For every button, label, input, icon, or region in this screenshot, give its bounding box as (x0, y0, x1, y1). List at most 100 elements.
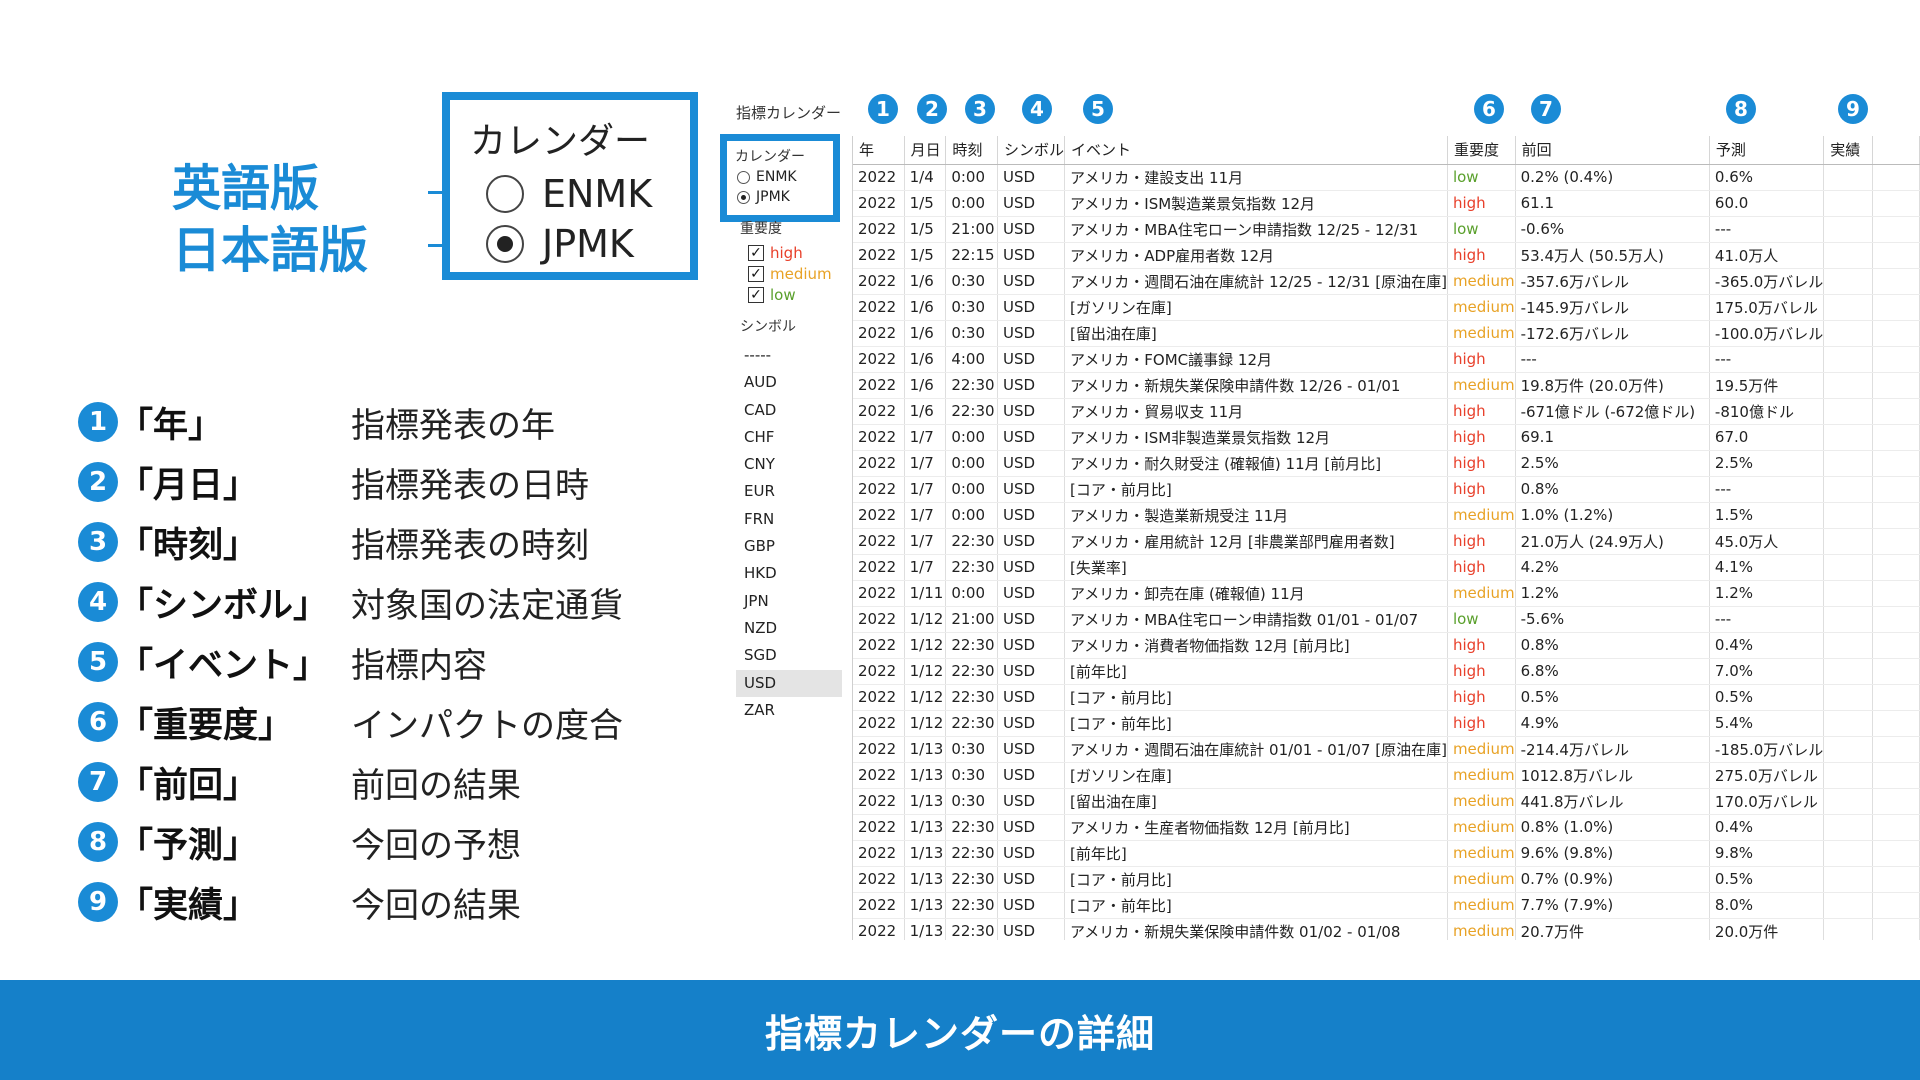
calendar-group-title: カレンダー (735, 149, 805, 165)
column-header[interactable]: 年 (853, 136, 905, 165)
table-row[interactable]: 2022 1/6 22:30 USD アメリカ・新規失業保険申請件数 12/26 - 0… (853, 372, 1920, 399)
table-cell: 22:30 (945, 528, 999, 555)
table-row[interactable]: 2022 1/13 0:30 USD [ガソリン在庫] medium 1012.8万バレル 2… (853, 762, 1920, 789)
table-row[interactable]: 2022 1/11 0:00 USD アメリカ・卸売在庫 (確報値) 11月 medium… (853, 580, 1920, 607)
table-cell: USD (997, 710, 1066, 737)
table-cell: アメリカ・新規失業保険申請件数 01/02 - 01/08 (1064, 918, 1448, 940)
table-row[interactable]: 2022 1/6 0:30 USD アメリカ・週間石油在庫統計 12/25 - 12/3… (853, 268, 1920, 295)
table-row[interactable]: 2022 1/4 0:00 USD アメリカ・建設支出 11月 low 0.2% (0.4%… (853, 164, 1920, 191)
importance-medium-checkbox[interactable]: ✓ medium (748, 265, 832, 283)
legend-description: 対象国の法定通貨 (351, 585, 623, 626)
symbol-item[interactable]: ZAR (744, 700, 775, 719)
column-header[interactable]: 前回 (1515, 136, 1710, 165)
table-row[interactable]: 2022 1/13 22:30 USD [前年比] medium 9.6% (9.8%) 9.… (853, 840, 1920, 867)
column-header[interactable]: イベント (1064, 136, 1448, 165)
table-cell: [ガソリン在庫] (1064, 294, 1448, 321)
table-cell: 22:30 (945, 840, 999, 867)
table-row[interactable]: 2022 1/7 0:00 USD アメリカ・ISM非製造業景気指数 12月 high 69… (853, 424, 1920, 451)
column-header[interactable]: シンボル (997, 136, 1066, 165)
table-row[interactable]: 2022 1/12 21:00 USD アメリカ・MBA住宅ローン申請指数 01/01 … (853, 606, 1920, 633)
table-cell: アメリカ・MBA住宅ローン申請指数 12/25 - 12/31 (1064, 216, 1448, 243)
table-row[interactable]: 2022 1/13 22:30 USD アメリカ・生産者物価指数 12月 [前月比] me… (853, 814, 1920, 841)
table-cell (1823, 346, 1873, 373)
table-row[interactable]: 2022 1/7 22:30 USD アメリカ・雇用統計 12月 [非農業部門雇用者数]… (853, 528, 1920, 555)
table-row[interactable]: 2022 1/7 0:00 USD [コア・前月比] high 0.8% --- (853, 476, 1920, 503)
symbol-item[interactable]: CHF (744, 427, 775, 446)
table-row[interactable]: 2022 1/12 22:30 USD [コア・前月比] high 0.5% 0.5% (853, 684, 1920, 711)
table-row[interactable]: 2022 1/5 0:00 USD アメリカ・ISM製造業景気指数 12月 high 61.… (853, 190, 1920, 217)
table-row[interactable]: 2022 1/7 0:00 USD アメリカ・耐久財受注 (確報値) 11月 [前月比]… (853, 450, 1920, 477)
table-cell: USD (997, 814, 1066, 841)
radio-on-icon[interactable] (737, 190, 750, 204)
column-header[interactable]: 月日 (904, 136, 947, 165)
symbol-item[interactable]: JPN (744, 591, 769, 610)
table-cell: 2022 (853, 814, 905, 841)
symbol-item[interactable]: NZD (744, 618, 778, 637)
column-header[interactable]: 時刻 (945, 136, 999, 165)
table-cell: high (1447, 476, 1516, 503)
column-header[interactable]: 実績 (1823, 136, 1873, 165)
column-header[interactable]: 予測 (1709, 136, 1825, 165)
table-cell: 4:00 (945, 346, 999, 373)
table-cell (1823, 788, 1873, 815)
table-cell-filler (1872, 554, 1920, 581)
table-cell: アメリカ・FOMC議事録 12月 (1064, 346, 1448, 373)
table-cell: USD (997, 476, 1066, 503)
number-badge-icon: 7 (78, 762, 118, 802)
symbol-item[interactable]: AUD (744, 373, 777, 392)
symbol-item[interactable]: HKD (744, 564, 777, 583)
column-header[interactable]: 重要度 (1447, 136, 1516, 165)
importance-low-checkbox[interactable]: ✓ low (748, 286, 796, 304)
table-row[interactable]: 2022 1/6 4:00 USD アメリカ・FOMC議事録 12月 high --- --- (853, 346, 1920, 373)
importance-high-checkbox[interactable]: ✓ high (748, 244, 803, 262)
table-cell (1823, 476, 1873, 503)
table-cell: アメリカ・ISM非製造業景気指数 12月 (1064, 424, 1448, 451)
checkbox-checked-icon[interactable]: ✓ (748, 245, 764, 261)
radio-jpmk[interactable]: JPMK (737, 189, 790, 205)
table-row[interactable]: 2022 1/6 0:30 USD [留出油在庫] medium -172.6万バレル -10… (853, 320, 1920, 347)
zoomed-radio-enmk: ENMK (486, 172, 652, 216)
symbol-item[interactable]: USD (736, 669, 842, 697)
number-badge-icon: 3 (78, 522, 118, 562)
table-row[interactable]: 2022 1/12 22:30 USD アメリカ・消費者物価指数 12月 [前月比] hi… (853, 632, 1920, 659)
table-cell: 0.4% (1709, 632, 1825, 659)
table-cell: 2022 (853, 346, 905, 373)
symbol-item[interactable]: CNY (744, 455, 775, 474)
table-cell: USD (997, 216, 1066, 243)
table-row[interactable]: 2022 1/5 22:15 USD アメリカ・ADP雇用者数 12月 high 53.4万… (853, 242, 1920, 269)
table-row[interactable]: 2022 1/13 22:30 USD [コア・前月比] medium 0.7% (0.9%… (853, 866, 1920, 893)
table-cell-filler (1872, 216, 1920, 243)
table-row[interactable]: 2022 1/6 0:30 USD [ガソリン在庫] medium -145.9万バレル 17… (853, 294, 1920, 321)
table-row[interactable]: 2022 1/13 0:30 USD [留出油在庫] medium 441.8万バレル 170… (853, 788, 1920, 815)
symbol-item[interactable]: ----- (744, 346, 772, 364)
table-cell: 2022 (853, 294, 905, 321)
checkbox-checked-icon[interactable]: ✓ (748, 266, 764, 282)
table-cell: 21:00 (945, 606, 999, 633)
symbol-item[interactable]: GBP (744, 537, 775, 556)
table-cell (1823, 554, 1873, 581)
table-row[interactable]: 2022 1/7 0:00 USD アメリカ・製造業新規受注 11月 medium 1.0%… (853, 502, 1920, 529)
table-cell: medium (1447, 840, 1516, 867)
table-cell: USD (997, 502, 1066, 529)
radio-off-icon[interactable] (737, 170, 750, 184)
table-row[interactable]: 2022 1/13 22:30 USD アメリカ・新規失業保険申請件数 01/02 - … (853, 918, 1920, 940)
table-cell: 7.7% (7.9%) (1515, 892, 1710, 919)
checkbox-checked-icon[interactable]: ✓ (748, 287, 764, 303)
table-cell: 1/7 (904, 450, 947, 477)
table-cell: 0:30 (945, 788, 999, 815)
table-cell: 9.8% (1709, 840, 1825, 867)
table-row[interactable]: 2022 1/13 0:30 USD アメリカ・週間石油在庫統計 01/01 - 01/… (853, 736, 1920, 763)
symbol-item[interactable]: CAD (744, 400, 777, 419)
table-row[interactable]: 2022 1/13 22:30 USD [コア・前年比] medium 7.7% (7.9%… (853, 892, 1920, 919)
table-row[interactable]: 2022 1/7 22:30 USD [失業率] high 4.2% 4.1% (853, 554, 1920, 581)
symbol-item[interactable]: EUR (744, 482, 775, 501)
table-row[interactable]: 2022 1/6 22:30 USD アメリカ・貿易収支 11月 high -671億ドル … (853, 398, 1920, 425)
table-row[interactable]: 2022 1/12 22:30 USD [コア・前年比] high 4.9% 5.4% (853, 710, 1920, 737)
table-row[interactable]: 2022 1/12 22:30 USD [前年比] high 6.8% 7.0% (853, 658, 1920, 685)
number-badge-icon: 2 (78, 462, 118, 502)
symbol-item[interactable]: SGD (744, 646, 777, 665)
table-cell: 1/5 (904, 216, 947, 243)
radio-enmk[interactable]: ENMK (737, 169, 797, 185)
table-row[interactable]: 2022 1/5 21:00 USD アメリカ・MBA住宅ローン申請指数 12/25 -… (853, 216, 1920, 243)
symbol-item[interactable]: FRN (744, 509, 775, 528)
